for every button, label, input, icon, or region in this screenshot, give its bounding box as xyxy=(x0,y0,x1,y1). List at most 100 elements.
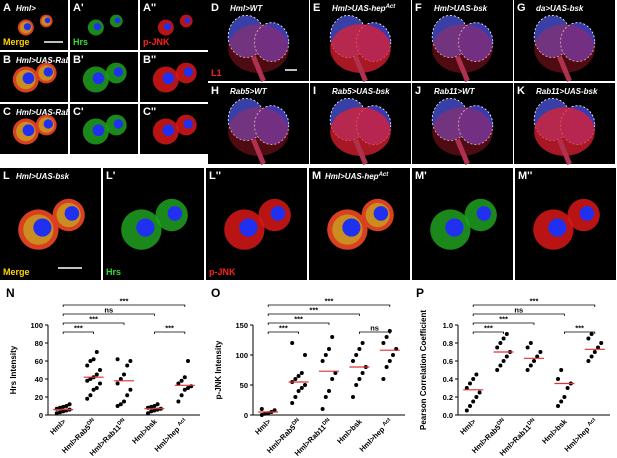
signal xyxy=(432,107,493,156)
y-tick-label: 20 xyxy=(35,393,43,402)
significance-bracket xyxy=(472,322,535,325)
signal xyxy=(228,24,289,73)
genotype-label: Rab11>UAS-bsk xyxy=(536,87,598,96)
data-point xyxy=(528,363,533,368)
significance-label: *** xyxy=(499,315,508,324)
x-tick-label: Hml>bsk xyxy=(335,416,364,445)
channel-label: Hrs xyxy=(73,37,88,47)
data-point xyxy=(327,389,331,393)
data-point xyxy=(152,404,157,408)
category-superscript: Act xyxy=(587,417,598,428)
nucleus xyxy=(342,218,361,237)
nucleus xyxy=(270,206,286,221)
lymph-stalk xyxy=(455,55,470,82)
x-tick-label: Hml> xyxy=(48,417,68,437)
tissue-lobe xyxy=(560,22,596,62)
image-panel: H Rab5>WT xyxy=(208,83,309,165)
genotype-text: Hml>UAS-Rab11 xyxy=(16,108,79,117)
data-point xyxy=(320,359,325,363)
data-point xyxy=(299,386,304,390)
nucleus xyxy=(22,72,35,85)
y-tick-label: 50 xyxy=(240,381,248,390)
data-point xyxy=(556,404,560,408)
genotype-superscript: Act xyxy=(378,172,390,178)
image-panel: M' xyxy=(412,168,513,280)
panel-letter: L' xyxy=(106,170,116,182)
genotype-text: Hml> xyxy=(16,4,36,13)
image-panel: A'' p-JNK xyxy=(140,0,208,50)
channel-label: p-JNK xyxy=(209,267,236,277)
data-point xyxy=(495,345,500,350)
data-point xyxy=(351,359,355,363)
nucleus xyxy=(22,124,35,137)
panel-letter: D xyxy=(211,2,219,14)
genotype-label: da>UAS-bsk xyxy=(536,4,584,13)
y-tick-label: 0.2 xyxy=(443,393,453,402)
data-point xyxy=(504,332,509,336)
data-point xyxy=(599,341,604,345)
y-tick-label: 40 xyxy=(35,375,43,384)
data-point xyxy=(528,341,533,345)
data-point xyxy=(176,399,181,404)
tissue-lobe xyxy=(458,22,494,62)
category-text: Hml> xyxy=(253,417,273,437)
lymph-stalk xyxy=(557,138,572,165)
nucleus xyxy=(93,23,102,31)
data-point xyxy=(501,359,506,363)
data-point xyxy=(498,341,503,345)
data-point xyxy=(85,378,90,383)
genotype-superscript: Act xyxy=(385,4,397,10)
nucleus xyxy=(113,67,123,77)
data-point xyxy=(391,353,395,357)
y-tick-label: 60 xyxy=(35,357,43,366)
significance-label: *** xyxy=(74,324,83,333)
data-point xyxy=(263,411,267,416)
image-panel: I Rab5>UAS-bsk xyxy=(310,83,411,165)
image-panel: A' Hrs xyxy=(70,0,138,50)
y-tick-label: 1.0 xyxy=(443,321,453,330)
panel-letter: B xyxy=(3,54,11,66)
data-point xyxy=(299,371,304,375)
lymph-stalk xyxy=(251,55,266,82)
signal xyxy=(228,107,289,156)
significance-bracket xyxy=(267,304,391,307)
data-point xyxy=(118,402,123,407)
data-point xyxy=(182,387,187,392)
panel-letter: E xyxy=(313,2,320,14)
data-point xyxy=(586,359,591,363)
significance-bracket xyxy=(472,313,565,316)
genotype-text: Rab11>UAS-bsk xyxy=(536,87,598,96)
significance-bracket xyxy=(472,331,504,334)
data-point xyxy=(179,393,184,398)
data-point xyxy=(303,383,307,387)
category-text: Hml> xyxy=(458,417,478,437)
panel-letter: H xyxy=(211,85,219,97)
significance-bracket xyxy=(62,313,155,316)
channel-label: L1 xyxy=(211,68,222,78)
significance-bracket xyxy=(267,313,360,316)
data-point xyxy=(354,383,359,387)
panel-letter: M'' xyxy=(518,170,533,182)
genotype-label: Hml>UAS-hepAct xyxy=(332,4,396,13)
tissue-lobe xyxy=(458,105,494,145)
x-tick-label: Hml> xyxy=(458,417,478,437)
image-panel: E Hml>UAS-hepAct xyxy=(310,0,411,82)
data-point xyxy=(535,354,540,359)
panel-letter: A'' xyxy=(143,2,157,14)
y-tick-label: 80 xyxy=(35,339,43,348)
nucleus xyxy=(92,124,105,137)
data-point xyxy=(91,387,96,392)
significance-bracket xyxy=(62,322,125,325)
significance-label: *** xyxy=(575,324,584,333)
y-tick-label: 0.6 xyxy=(443,357,453,366)
panel-letter: J xyxy=(415,85,421,97)
data-point xyxy=(128,359,133,363)
panel-letter: B'' xyxy=(143,54,157,66)
image-panel: L' Hrs xyxy=(103,168,204,280)
significance-bracket xyxy=(62,331,94,334)
panel-letter: M' xyxy=(415,170,427,182)
data-point xyxy=(67,402,72,407)
data-point xyxy=(125,363,130,368)
micrograph xyxy=(140,0,208,50)
